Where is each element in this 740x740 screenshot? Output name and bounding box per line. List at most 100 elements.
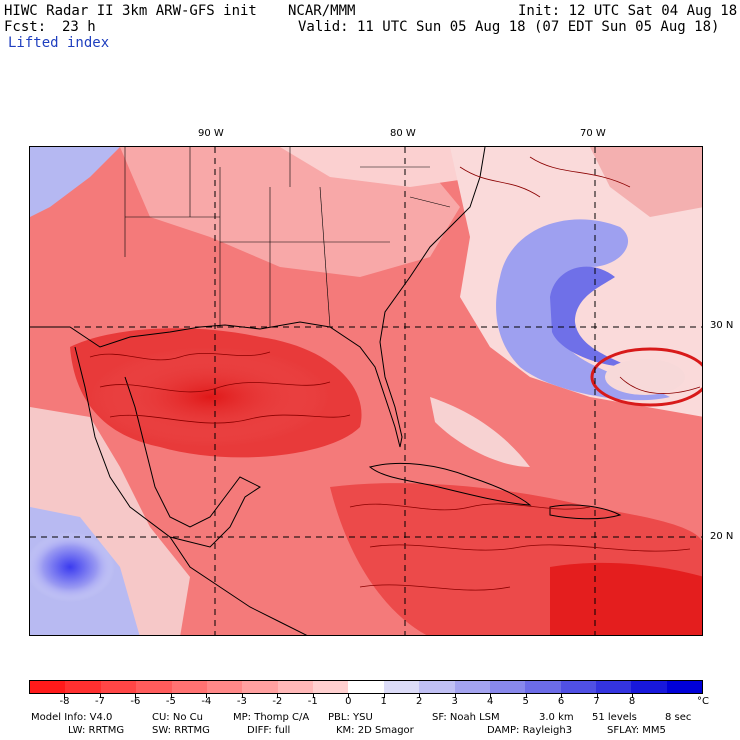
colorbar-tick — [596, 694, 598, 698]
colorbar-tick — [277, 694, 279, 698]
gulf-core — [90, 347, 330, 447]
lat-label-30n: 30 N — [710, 320, 734, 331]
colorbar-segment — [489, 681, 526, 693]
model-title: HIWC Radar II 3km ARW-GFS init — [4, 3, 257, 19]
footer-mp: MP: Thomp C/A — [233, 712, 310, 723]
footer-timestep: 8 sec — [665, 712, 692, 723]
north-atlantic-patch — [590, 147, 702, 217]
colorbar-unit: °C — [697, 696, 709, 707]
graticule — [30, 147, 702, 635]
footer-levels: 51 levels — [592, 712, 637, 723]
colorbar-tick-label: -2 — [272, 696, 283, 707]
lon-label-90w: 90 W — [198, 128, 224, 139]
atlantic-blue-core — [550, 266, 630, 367]
li-contours — [89, 156, 701, 591]
colorbar-tick — [632, 694, 634, 698]
map-canvas — [30, 147, 702, 635]
colorbar-tick-label: 6 — [557, 696, 565, 707]
footer-sf: SF: Noah LSM — [432, 712, 500, 723]
colorbar-segment — [171, 681, 207, 693]
lifted-index-map — [29, 146, 703, 636]
colorbar-tick-label: -6 — [130, 696, 141, 707]
mexico-coastline — [74, 346, 261, 548]
northwest-blue — [30, 147, 120, 217]
colorbar-tick-label: 3 — [451, 696, 458, 707]
colorbar-tick — [135, 694, 137, 698]
colorbar-tick — [525, 694, 527, 698]
colorbar-tick-label: 2 — [416, 696, 423, 707]
valid-time: Valid: 11 UTC Sun 05 Aug 18 (07 EDT Sun … — [298, 19, 720, 35]
colorbar-tick-label: 4 — [486, 696, 494, 707]
colorbar-tick-label: -8 — [59, 696, 70, 707]
colorbar-tick-label: -4 — [201, 696, 212, 707]
init-time: Init: 12 UTC Sat 04 Aug 18 — [518, 3, 738, 19]
colorbar-tick-label: -7 — [94, 696, 105, 707]
colorbar-tick-label: 1 — [380, 696, 387, 707]
footer-pbl: PBL: YSU — [328, 712, 373, 723]
lat-label-20n: 20 N — [710, 531, 734, 542]
colorbar-tick-label: 8 — [628, 696, 636, 707]
colorbar-tick-label: 7 — [593, 696, 600, 707]
atlantic-blue-swirl — [496, 219, 670, 401]
caribbean-core — [550, 562, 702, 635]
colorbar-segment — [454, 681, 490, 693]
footer-lw: LW: RRTMG — [68, 725, 125, 736]
colorbar-segment — [206, 681, 243, 693]
colorbar-segment — [596, 681, 632, 693]
colorbar-segment — [383, 681, 420, 693]
hispaniola-outline — [549, 504, 622, 520]
lon-label-80w: 80 W — [390, 128, 416, 139]
colorbar-segment — [525, 681, 561, 693]
colorbar-tick — [383, 694, 385, 698]
colorbar-tick — [419, 694, 421, 698]
footer-sflay: SFLAY: MM5 — [607, 725, 666, 736]
footer-model-info: Model Info: V4.0 — [31, 712, 113, 723]
fcst-label: Fcst: — [4, 19, 47, 35]
colorbar-segment — [136, 681, 172, 693]
colorbar-tick — [348, 694, 350, 698]
footer-km: KM: 2D Smagor — [336, 725, 414, 736]
colorbar-tick-label: -5 — [165, 696, 176, 707]
us-coastline — [30, 147, 486, 448]
colorbar-segment — [666, 681, 703, 693]
colorbar-segment — [100, 681, 137, 693]
cuba-outline — [368, 462, 532, 506]
bahamas-pale — [430, 397, 530, 467]
footer-damp: DAMP: Rayleigh3 — [487, 725, 573, 736]
colorbar-tick — [64, 694, 66, 698]
colorbar-tick-label: -1 — [307, 696, 318, 707]
colorbar-segment — [30, 681, 66, 693]
colorbar-tick-label: 0 — [345, 696, 352, 707]
colorbar-tick-label: 5 — [522, 696, 529, 707]
colorbar-tick-label: -3 — [236, 696, 247, 707]
colorbar-segment — [560, 681, 596, 693]
colorbar-tick — [312, 694, 314, 698]
colorbar-segment — [348, 681, 384, 693]
colorbar-segment — [65, 681, 101, 693]
colorbar-segment — [631, 681, 667, 693]
bermuda-ring-inner — [605, 359, 685, 395]
colorbar-tick — [454, 694, 456, 698]
colorbar-segment — [313, 681, 349, 693]
colorbar-segment — [242, 681, 278, 693]
field-name: Lifted index — [8, 35, 110, 51]
footer-diff: DIFF: full — [247, 725, 291, 736]
state-borders — [124, 147, 451, 328]
footer-cu: CU: No Cu — [152, 712, 203, 723]
fcst-value: 23 h — [62, 19, 96, 35]
colorbar-tick — [490, 694, 492, 698]
lon-label-70w: 70 W — [580, 128, 606, 139]
footer-resolution: 3.0 km — [539, 712, 574, 723]
colorbar-segment — [419, 681, 455, 693]
colorbar-tick — [99, 694, 101, 698]
colorbar-tick — [170, 694, 172, 698]
colorbar-tick — [561, 694, 563, 698]
colorbar — [29, 680, 703, 694]
central-america-coast — [169, 536, 308, 635]
colorbar-tick — [241, 694, 243, 698]
bermuda-ring — [590, 347, 702, 407]
pacific-blue-core — [30, 532, 115, 602]
org-label: NCAR/MMM — [288, 3, 356, 19]
colorbar-tick — [206, 694, 208, 698]
footer-sw: SW: RRTMG — [152, 725, 210, 736]
